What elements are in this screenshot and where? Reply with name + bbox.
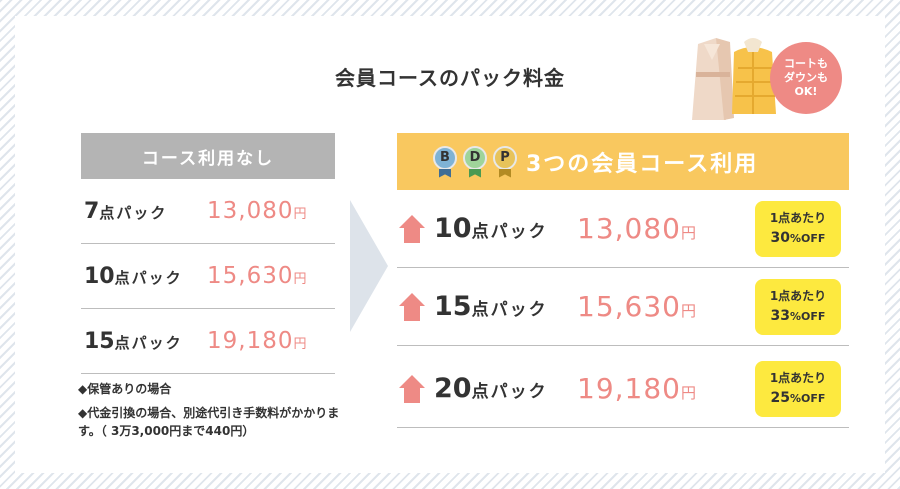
notes: ◆保管ありの場合 ◆代金引換の場合、別途代引き手数料がかかります。（ 3万3,0… — [78, 380, 358, 446]
discount-percent: 30 — [770, 230, 791, 246]
pack-price: 19,180円 — [577, 372, 755, 405]
medal-disc: D — [463, 145, 487, 170]
pack-count: 7 — [84, 198, 100, 224]
pack-name: 7点パック — [81, 199, 207, 224]
pack-suffix: 点パック — [114, 333, 183, 352]
right-arrow-icon — [350, 200, 388, 332]
left-price-row: 7点パック 13,080円 — [81, 179, 335, 244]
medal-disc: P — [493, 145, 517, 170]
discount-off: %OFF — [790, 392, 826, 405]
medal-ribbon — [499, 168, 511, 178]
left-price-row: 10点パック 15,630円 — [81, 244, 335, 309]
house-up-arrow-icon — [399, 374, 425, 403]
discount-value: 33%OFF — [771, 306, 826, 327]
badge-line-3: OK! — [794, 85, 818, 98]
coat-down-ok-badge: コートも ダウンも OK! — [770, 42, 842, 114]
pack-name: 10点パック — [434, 213, 577, 244]
page-title: 会員コースのパック料金 — [335, 66, 565, 90]
discount-off: %OFF — [790, 310, 826, 323]
discount-badge: 1点あたり 33%OFF — [755, 278, 841, 335]
pack-name: 15点パック — [434, 291, 577, 322]
course-medals: B D P — [432, 145, 518, 178]
discount-off: %OFF — [790, 232, 826, 245]
pack-suffix: 点パック — [471, 222, 548, 242]
member-price-row: 20点パック 19,180円 1点あたり 25%OFF — [397, 350, 849, 428]
price-value: 19,180 — [207, 328, 294, 354]
yen-unit: 円 — [293, 337, 308, 352]
discount-badge: 1点あたり 30%OFF — [755, 200, 841, 257]
left-price-row: 15点パック 19,180円 — [81, 309, 335, 374]
note-storage: ◆保管ありの場合 — [78, 382, 172, 396]
pack-name: 15点パック — [81, 329, 207, 354]
pack-count: 15 — [84, 328, 115, 354]
pack-price: 13,080円 — [577, 212, 755, 245]
no-course-header: コース利用なし — [81, 133, 335, 179]
yen-unit: 円 — [293, 207, 308, 222]
price-value: 15,630 — [577, 290, 681, 323]
pack-price: 19,180円 — [207, 328, 308, 354]
pack-suffix: 点パック — [114, 268, 183, 287]
discount-percent: 25 — [770, 390, 791, 406]
per-item-label: 1点あたり — [769, 289, 827, 303]
medal-d-icon: D — [462, 145, 488, 178]
yen-unit: 円 — [680, 302, 697, 320]
pack-count: 10 — [84, 263, 115, 289]
member-price-row: 15点パック 15,630円 1点あたり 33%OFF — [397, 268, 849, 346]
per-item-label: 1点あたり — [769, 371, 827, 385]
house-up-arrow-icon — [399, 292, 425, 321]
discount-badge: 1点あたり 25%OFF — [755, 360, 841, 417]
per-item-label: 1点あたり — [769, 211, 827, 225]
pack-count: 15 — [434, 291, 472, 322]
medal-b-icon: B — [432, 145, 458, 178]
medal-ribbon — [469, 168, 481, 178]
yen-unit: 円 — [680, 224, 697, 242]
pack-name: 10点パック — [81, 264, 207, 289]
house-up-arrow-icon — [399, 214, 425, 243]
discount-value: 25%OFF — [771, 388, 826, 409]
yen-unit: 円 — [293, 272, 308, 287]
yen-unit: 円 — [680, 384, 697, 402]
pack-suffix: 点パック — [471, 382, 548, 402]
badge-line-2: ダウンも — [784, 71, 828, 84]
medal-disc: B — [433, 145, 457, 170]
pack-suffix: 点パック — [99, 203, 168, 222]
price-value: 13,080 — [207, 198, 294, 224]
discount-percent: 33 — [770, 308, 791, 324]
pack-price: 13,080円 — [207, 198, 308, 224]
pack-count: 20 — [434, 373, 472, 404]
coat-illustration — [692, 38, 776, 120]
price-value: 15,630 — [207, 263, 294, 289]
pack-price: 15,630円 — [577, 290, 755, 323]
note-cod: ◆代金引換の場合、別途代引き手数料がかかります。（ 3万3,000円まで440円… — [78, 406, 340, 438]
pack-count: 10 — [434, 213, 472, 244]
badge-line-1: コートも — [784, 57, 828, 70]
pack-suffix: 点パック — [471, 300, 548, 320]
member-course-header: B D P 3つの会員コース利用 — [397, 133, 849, 190]
pack-price: 15,630円 — [207, 263, 308, 289]
member-price-row: 10点パック 13,080円 1点あたり 30%OFF — [397, 190, 849, 268]
pack-name: 20点パック — [434, 373, 577, 404]
price-value: 13,080 — [577, 212, 681, 245]
medal-ribbon — [439, 168, 451, 178]
medal-p-icon: P — [492, 145, 518, 178]
member-course-title: 3つの会員コース利用 — [526, 151, 759, 177]
price-value: 19,180 — [577, 372, 681, 405]
discount-value: 30%OFF — [771, 228, 826, 249]
